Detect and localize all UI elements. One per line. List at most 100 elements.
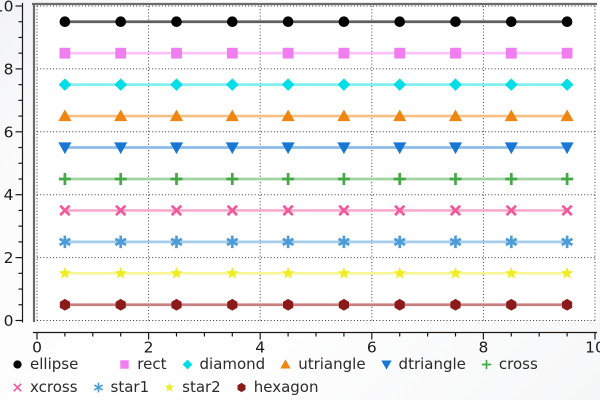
legend-label: hexagon — [253, 378, 319, 396]
legend-label: diamond — [199, 355, 266, 373]
marker-ellipse — [338, 16, 350, 28]
marker-rect — [338, 47, 350, 59]
marker-cross — [449, 172, 462, 185]
marker-star2 — [114, 266, 127, 279]
legend-marker-utriangle-icon — [280, 358, 291, 368]
series-star2 — [58, 266, 574, 279]
x-axis: 0 2 4 6 8 10 — [32, 331, 600, 357]
marker-dtriangle — [114, 142, 128, 155]
marker-utriangle — [281, 109, 295, 122]
legend-item-xcross: xcross — [10, 378, 78, 396]
marker-xcross — [505, 204, 517, 217]
marker-dtriangle — [225, 142, 239, 155]
marker-dtriangle — [560, 142, 574, 155]
legend-marker-star1-icon — [93, 382, 103, 392]
legend-marker-xcross-icon — [13, 382, 22, 392]
series-hexagon — [59, 298, 573, 311]
marker-rect — [505, 47, 517, 59]
marker-cross — [114, 172, 127, 185]
marker-hexagon — [283, 298, 294, 311]
marker-star2 — [560, 266, 574, 279]
legend-item-diamond: diamond — [180, 355, 266, 373]
marker-cross — [170, 172, 183, 185]
marker-dtriangle — [337, 142, 351, 155]
marker-star1 — [505, 235, 518, 249]
legend-label: utriangle — [298, 355, 366, 373]
legend-label: cross — [498, 355, 538, 373]
marker-star1 — [93, 382, 103, 392]
series-star1 — [58, 235, 574, 249]
marker-diamond — [449, 78, 462, 91]
legend-item-cross: cross — [479, 355, 538, 373]
marker-ellipse — [59, 16, 71, 28]
marker-utriangle — [225, 109, 239, 122]
x-tick-label: 8 — [478, 339, 488, 357]
legend-item-star1: star1 — [91, 378, 149, 396]
marker-star2 — [281, 266, 295, 279]
marker-diamond — [114, 78, 127, 91]
x-tick-label: 4 — [255, 339, 265, 357]
marker-star2 — [170, 266, 183, 279]
legend-marker-star2-icon — [164, 381, 175, 392]
marker-ellipse — [227, 16, 238, 28]
marker-diamond — [337, 78, 351, 91]
series-xcross — [59, 204, 573, 217]
marker-star2 — [226, 266, 239, 279]
marker-star2 — [393, 266, 406, 279]
marker-star1 — [561, 235, 574, 249]
marker-ellipse — [506, 16, 517, 28]
y-tick-label: 4 — [4, 186, 14, 204]
legend-marker-rect-icon — [120, 359, 130, 369]
marker-ellipse — [13, 359, 22, 369]
marker-rect — [115, 47, 127, 59]
marker-cross — [561, 172, 574, 185]
marker-xcross — [449, 204, 462, 217]
marker-cross — [481, 359, 492, 369]
y-axis: 0 2 4 6 8 10 — [0, 0, 24, 330]
marker-xcross — [59, 204, 71, 217]
marker-rect — [226, 47, 238, 59]
marker-rect — [561, 47, 573, 59]
marker-dtriangle — [448, 142, 463, 155]
marker-utriangle — [169, 109, 184, 122]
marker-diamond — [182, 359, 192, 369]
marker-cross — [226, 172, 239, 185]
marker-dtriangle — [504, 142, 518, 155]
legend-label: rect — [137, 355, 167, 373]
series-dtriangle — [58, 142, 574, 155]
legend-item-ellipse: ellipse — [10, 355, 78, 373]
marker-star1 — [226, 235, 239, 249]
legend-marker-dtriangle-icon — [380, 360, 392, 370]
marker-rect — [394, 47, 406, 59]
marker-hexagon — [171, 298, 182, 311]
marker-diamond — [505, 78, 518, 91]
marker-dtriangle — [380, 360, 392, 370]
series-rect — [59, 47, 573, 59]
marker-hexagon — [394, 298, 405, 311]
marker-hexagon — [227, 298, 238, 311]
x-tick-label: 2 — [144, 339, 154, 357]
marker-hexagon — [59, 298, 70, 311]
marker-star2 — [449, 266, 462, 279]
plot-background — [33, 3, 597, 322]
y-tick-label: 10 — [0, 0, 14, 16]
marker-utriangle — [58, 109, 72, 122]
legend: ellipse rect diamond utriangle dtriangle cros… — [10, 355, 594, 396]
y-tick-label: 8 — [4, 60, 14, 78]
legend-marker-cross-icon — [481, 359, 492, 369]
marker-cross — [282, 172, 295, 185]
x-tick-label: 10 — [585, 339, 600, 357]
marker-ellipse — [561, 16, 573, 28]
marker-xcross — [226, 204, 238, 217]
marker-dtriangle — [393, 142, 407, 155]
marker-xcross — [13, 382, 22, 392]
marker-ellipse — [115, 16, 126, 28]
x-tick-label: 6 — [367, 339, 377, 357]
marker-ellipse — [282, 16, 294, 28]
marker-cross — [58, 172, 71, 185]
marker-star2 — [337, 266, 351, 279]
legend-item-hexagon: hexagon — [234, 378, 319, 396]
marker-utriangle — [448, 109, 463, 122]
marker-cross — [393, 172, 406, 185]
